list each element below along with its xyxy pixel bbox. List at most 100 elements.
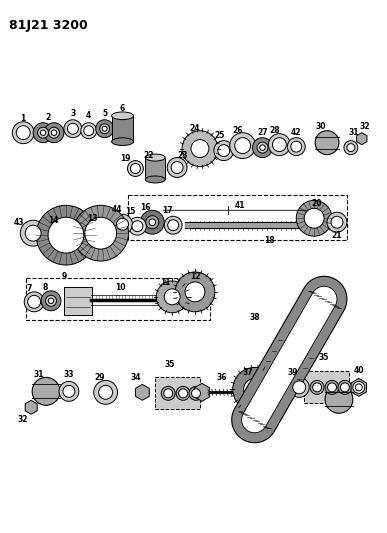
Text: 36: 36	[217, 373, 227, 382]
Circle shape	[102, 126, 107, 131]
Bar	[146, 158, 165, 180]
Circle shape	[344, 141, 358, 155]
Text: 15: 15	[125, 207, 135, 216]
Circle shape	[116, 218, 128, 230]
Text: 28: 28	[269, 126, 280, 135]
Text: 9: 9	[61, 272, 67, 281]
Text: 22: 22	[143, 151, 154, 160]
Circle shape	[40, 130, 46, 135]
Circle shape	[67, 123, 78, 134]
Circle shape	[94, 381, 118, 404]
Circle shape	[146, 216, 159, 229]
Text: 33: 33	[63, 370, 74, 379]
Circle shape	[156, 281, 188, 313]
Circle shape	[16, 126, 30, 140]
Circle shape	[168, 220, 179, 231]
Text: 26: 26	[233, 126, 243, 135]
Circle shape	[73, 205, 128, 261]
Text: 24: 24	[190, 124, 200, 133]
Text: 40: 40	[354, 366, 364, 375]
Circle shape	[214, 141, 234, 160]
Circle shape	[127, 160, 143, 176]
Circle shape	[353, 382, 365, 393]
Circle shape	[185, 282, 205, 302]
Circle shape	[12, 122, 34, 144]
Text: 4: 4	[86, 111, 91, 120]
Bar	[111, 116, 134, 142]
Circle shape	[164, 216, 182, 234]
Polygon shape	[241, 286, 337, 433]
Text: 13: 13	[87, 214, 98, 223]
Text: 81J21 3200: 81J21 3200	[9, 19, 88, 33]
Circle shape	[287, 138, 305, 156]
Circle shape	[325, 385, 353, 413]
Circle shape	[327, 383, 336, 392]
Circle shape	[20, 220, 46, 246]
Circle shape	[296, 200, 332, 236]
Text: 37: 37	[242, 368, 253, 377]
Circle shape	[113, 214, 132, 234]
Circle shape	[257, 142, 268, 153]
Circle shape	[253, 138, 272, 158]
Circle shape	[96, 120, 113, 138]
Circle shape	[99, 385, 113, 399]
Text: 19: 19	[120, 154, 131, 163]
Text: 38: 38	[249, 313, 260, 322]
Text: 11: 11	[160, 278, 170, 287]
Polygon shape	[25, 400, 37, 414]
Circle shape	[310, 381, 324, 394]
Circle shape	[28, 295, 41, 308]
Circle shape	[51, 130, 57, 135]
Circle shape	[48, 127, 60, 138]
Circle shape	[48, 298, 54, 304]
Circle shape	[347, 144, 355, 151]
Text: 31: 31	[349, 128, 359, 137]
Circle shape	[272, 138, 286, 151]
Circle shape	[233, 367, 276, 411]
Bar	[128, 196, 347, 240]
Circle shape	[130, 164, 140, 173]
Text: 5: 5	[102, 109, 107, 118]
Text: 3: 3	[70, 109, 75, 118]
Polygon shape	[232, 276, 347, 443]
Text: 44: 44	[111, 205, 122, 214]
Bar	[304, 372, 349, 403]
Text: 35: 35	[165, 360, 175, 369]
Circle shape	[132, 221, 143, 232]
Circle shape	[218, 144, 230, 157]
Circle shape	[164, 389, 173, 398]
Circle shape	[235, 138, 251, 154]
Polygon shape	[194, 383, 210, 401]
Circle shape	[64, 120, 82, 138]
Circle shape	[140, 211, 164, 234]
Polygon shape	[351, 378, 366, 397]
Text: 27: 27	[257, 128, 268, 137]
Ellipse shape	[146, 176, 165, 183]
Circle shape	[161, 386, 175, 400]
Circle shape	[24, 292, 44, 312]
Text: 10: 10	[115, 284, 126, 293]
Bar	[155, 377, 200, 409]
Text: 32: 32	[360, 122, 370, 131]
Circle shape	[338, 381, 352, 394]
Circle shape	[48, 217, 84, 253]
Circle shape	[25, 225, 41, 241]
Circle shape	[59, 382, 79, 401]
Ellipse shape	[146, 154, 165, 161]
Polygon shape	[357, 133, 367, 144]
Circle shape	[44, 123, 64, 143]
Text: 2: 2	[45, 114, 51, 122]
Circle shape	[38, 127, 48, 138]
Circle shape	[167, 158, 187, 177]
Circle shape	[191, 140, 209, 158]
Text: 12: 12	[190, 272, 200, 281]
Text: 39: 39	[287, 368, 298, 377]
Circle shape	[84, 126, 94, 136]
Text: 8: 8	[43, 284, 48, 293]
Text: 16: 16	[140, 203, 151, 212]
Circle shape	[315, 131, 339, 155]
Circle shape	[176, 386, 190, 400]
Circle shape	[128, 217, 146, 235]
Circle shape	[100, 124, 110, 134]
Circle shape	[149, 219, 156, 225]
